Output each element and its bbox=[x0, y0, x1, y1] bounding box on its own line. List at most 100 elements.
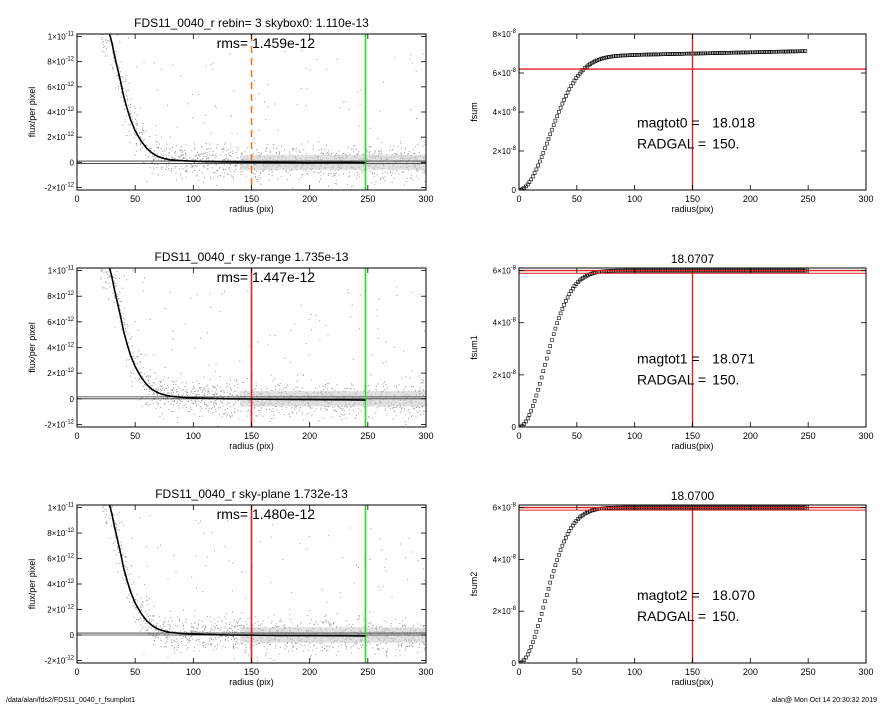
scatter-point bbox=[320, 407, 322, 409]
scatter-point bbox=[158, 143, 160, 145]
scatter-point bbox=[278, 151, 280, 153]
scatter-point bbox=[160, 167, 162, 169]
scatter-point bbox=[156, 167, 158, 169]
scatter-point bbox=[102, 41, 104, 43]
scatter-point bbox=[119, 301, 121, 303]
scatter-point bbox=[207, 157, 209, 159]
scatter-point bbox=[300, 621, 302, 623]
scatter-point bbox=[168, 168, 170, 169]
scatter-point bbox=[410, 177, 412, 179]
scatter-point bbox=[186, 394, 187, 395]
scatter-point bbox=[135, 151, 137, 153]
scatter-point bbox=[181, 146, 182, 148]
scatter-point bbox=[178, 405, 180, 406]
scatter-point bbox=[414, 152, 416, 154]
scatter-point bbox=[305, 105, 307, 107]
scatter-point bbox=[259, 410, 261, 412]
scatter-point bbox=[160, 406, 162, 408]
scatter-point bbox=[141, 133, 143, 135]
scatter-point bbox=[257, 181, 259, 183]
scatter-point bbox=[320, 152, 322, 154]
scatter-point bbox=[310, 329, 312, 331]
scatter-point bbox=[284, 624, 286, 626]
scatter-point bbox=[356, 642, 358, 644]
scatter-point bbox=[105, 42, 107, 44]
scatter-point bbox=[224, 616, 226, 618]
scatter-point bbox=[321, 151, 323, 153]
scatter-point bbox=[112, 542, 114, 544]
scatter-point bbox=[225, 622, 227, 624]
scatter-point bbox=[244, 150, 246, 152]
scatter-point bbox=[155, 378, 157, 380]
scatter-point bbox=[166, 636, 168, 638]
scatter-point bbox=[311, 414, 313, 416]
scatter-point bbox=[253, 644, 255, 646]
scatter-point bbox=[153, 159, 155, 161]
scatter-point bbox=[292, 646, 294, 648]
scatter-point bbox=[154, 636, 156, 637]
scatter-point bbox=[342, 557, 344, 559]
scatter-point bbox=[184, 150, 186, 152]
scatter-point bbox=[195, 639, 197, 641]
scatter-point bbox=[160, 627, 162, 629]
scatter-point bbox=[229, 159, 231, 161]
scatter-point bbox=[285, 170, 287, 172]
scatter-point bbox=[131, 116, 133, 118]
scatter-point bbox=[307, 173, 309, 175]
scatter-point bbox=[223, 159, 225, 161]
scatter-point bbox=[111, 25, 112, 26]
scatter-point bbox=[397, 644, 399, 646]
y-tick-label: 6×10-12 bbox=[47, 554, 74, 564]
scatter-point bbox=[201, 146, 202, 148]
scatter-point bbox=[162, 624, 164, 625]
scatter-point bbox=[411, 62, 413, 64]
scatter-point bbox=[336, 626, 338, 628]
scatter-point bbox=[198, 640, 200, 642]
scatter-point bbox=[415, 406, 417, 408]
scatter-point bbox=[117, 471, 118, 472]
scatter-point bbox=[131, 590, 133, 592]
scatter-point bbox=[377, 383, 379, 385]
scatter-point bbox=[379, 643, 381, 645]
scatter-point bbox=[376, 315, 378, 317]
scatter-point bbox=[271, 169, 273, 171]
scatter-point bbox=[201, 392, 203, 394]
scatter-point bbox=[124, 93, 126, 95]
scatter-point bbox=[144, 277, 146, 279]
scatter-point bbox=[133, 112, 135, 114]
scatter-point bbox=[230, 192, 231, 193]
scatter-point bbox=[113, 256, 114, 257]
scatter-point bbox=[179, 620, 180, 621]
scatter-point bbox=[158, 630, 160, 632]
scatter-point bbox=[155, 408, 157, 410]
scatter-point bbox=[142, 281, 144, 283]
scatter-point bbox=[185, 165, 187, 167]
scatter-point bbox=[103, 51, 105, 53]
scatter-point bbox=[110, 64, 112, 66]
scatter-point bbox=[336, 59, 338, 61]
curve-point bbox=[546, 350, 551, 355]
scatter-point bbox=[368, 390, 370, 392]
scatter-point bbox=[182, 623, 184, 625]
scatter-point bbox=[424, 579, 426, 581]
curve-point bbox=[563, 299, 568, 303]
curve-point bbox=[536, 163, 540, 168]
scatter-point bbox=[385, 407, 387, 409]
scatter-point bbox=[305, 343, 307, 345]
scatter-point bbox=[266, 648, 268, 650]
scatter-point bbox=[287, 172, 289, 174]
scatter-point bbox=[140, 142, 142, 144]
scatter-point bbox=[325, 619, 327, 621]
scatter-point bbox=[169, 392, 171, 394]
scatter-point bbox=[126, 567, 128, 569]
scatter-point bbox=[184, 631, 186, 632]
scatter-point bbox=[291, 411, 293, 413]
scatter-point bbox=[157, 146, 159, 148]
scatter-point bbox=[205, 407, 207, 409]
scatter-point bbox=[396, 415, 397, 417]
scatter-point bbox=[201, 630, 203, 632]
scatter-point bbox=[279, 385, 281, 386]
scatter-point bbox=[419, 390, 421, 392]
scatter-point bbox=[153, 644, 154, 646]
